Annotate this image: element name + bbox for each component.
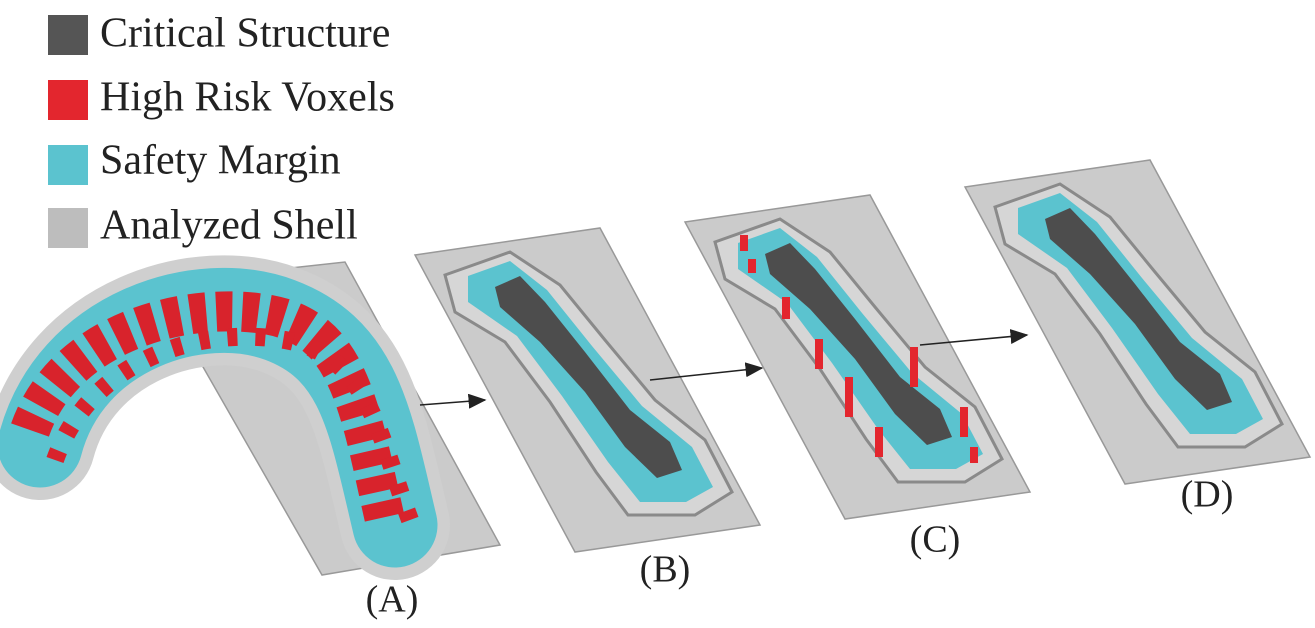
figure: Critical Structure High Risk Voxels Safe… bbox=[0, 0, 1315, 628]
legend-label: Analyzed Shell bbox=[100, 203, 358, 249]
panel-label: (C) bbox=[910, 519, 961, 561]
legend: Critical Structure High Risk Voxels Safe… bbox=[48, 11, 395, 249]
panel-label: (D) bbox=[1181, 474, 1234, 516]
legend-swatch bbox=[48, 80, 88, 120]
legend-label: High Risk Voxels bbox=[100, 75, 395, 121]
panel-label: (A) bbox=[366, 579, 419, 621]
legend-swatch bbox=[48, 145, 88, 185]
legend-swatch bbox=[48, 208, 88, 248]
panel-d: (D) bbox=[965, 160, 1310, 516]
legend-swatch bbox=[48, 15, 88, 55]
legend-label: Critical Structure bbox=[100, 11, 390, 57]
legend-label: Safety Margin bbox=[100, 138, 341, 184]
panel-label: (B) bbox=[640, 549, 691, 591]
panel-a: (A) bbox=[30, 262, 500, 621]
